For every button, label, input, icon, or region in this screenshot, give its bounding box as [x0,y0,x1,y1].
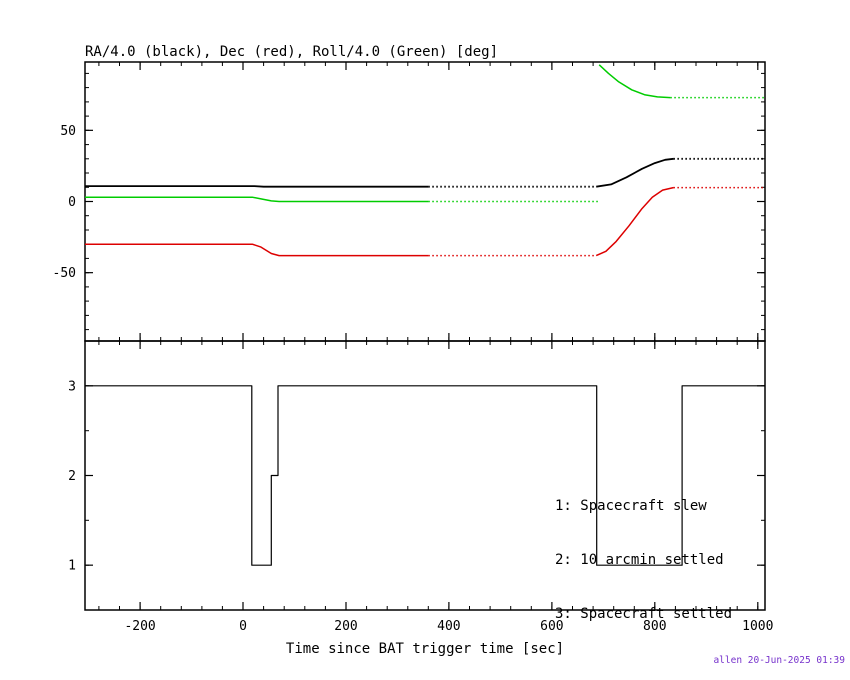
footer-credit: allen 20-Jun-2025 01:39 [713,655,845,666]
svg-text:-200: -200 [124,619,155,634]
svg-text:0: 0 [68,195,76,210]
svg-text:50: 50 [60,124,76,139]
legend-item-settled: 3: Spacecraft settled [555,606,733,622]
legend: 1: Spacecraft slew 2: 10 arcmin settled … [555,461,732,641]
svg-text:-50: -50 [53,266,76,281]
svg-text:0: 0 [239,619,247,634]
legend-item-slew: 1: Spacecraft slew [555,498,707,514]
chart-title: RA/4.0 (black), Dec (red), Roll/4.0 (Gre… [85,44,499,60]
svg-text:200: 200 [334,619,357,634]
legend-item-arcmin: 2: 10 arcmin settled [555,552,724,568]
svg-text:1000: 1000 [742,619,773,634]
svg-text:400: 400 [437,619,460,634]
svg-text:2: 2 [68,469,76,484]
svg-text:800: 800 [643,619,666,634]
svg-text:3: 3 [68,379,76,394]
svg-text:600: 600 [540,619,563,634]
svg-text:1: 1 [68,559,76,574]
x-axis-label: Time since BAT trigger time [sec] [285,641,565,657]
